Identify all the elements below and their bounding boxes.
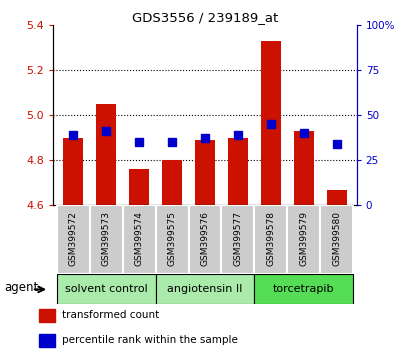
Bar bbox=[96, 104, 116, 205]
Bar bbox=[63, 138, 83, 205]
Text: percentile rank within the sample: percentile rank within the sample bbox=[62, 335, 237, 346]
Text: GSM399574: GSM399574 bbox=[134, 211, 143, 266]
Bar bbox=[162, 160, 182, 205]
Title: GDS3556 / 239189_at: GDS3556 / 239189_at bbox=[132, 11, 277, 24]
Bar bbox=[287, 205, 320, 274]
Bar bbox=[129, 169, 148, 205]
Bar bbox=[227, 138, 247, 205]
Text: GSM399572: GSM399572 bbox=[68, 211, 77, 266]
Bar bbox=[221, 205, 254, 274]
Bar bbox=[254, 205, 287, 274]
Bar bbox=[39, 309, 55, 322]
Bar bbox=[188, 205, 221, 274]
Text: angiotensin II: angiotensin II bbox=[167, 284, 242, 295]
Bar bbox=[326, 189, 346, 205]
Text: GSM399578: GSM399578 bbox=[266, 211, 275, 266]
Text: GSM399579: GSM399579 bbox=[299, 211, 308, 266]
Bar bbox=[89, 205, 122, 274]
Text: GSM399573: GSM399573 bbox=[101, 211, 110, 266]
Text: GSM399577: GSM399577 bbox=[233, 211, 242, 266]
Bar bbox=[56, 205, 89, 274]
Bar bbox=[320, 205, 353, 274]
Text: transformed count: transformed count bbox=[62, 310, 159, 320]
Text: solvent control: solvent control bbox=[65, 284, 147, 295]
Text: GSM399580: GSM399580 bbox=[332, 211, 341, 266]
Bar bbox=[155, 205, 188, 274]
Bar bbox=[155, 274, 254, 304]
Bar bbox=[56, 274, 155, 304]
Bar bbox=[293, 131, 313, 205]
Bar bbox=[122, 205, 155, 274]
Text: GSM399575: GSM399575 bbox=[167, 211, 176, 266]
Bar bbox=[254, 274, 353, 304]
Bar bbox=[195, 140, 214, 205]
Text: GSM399576: GSM399576 bbox=[200, 211, 209, 266]
Bar bbox=[261, 41, 280, 205]
Text: torcetrapib: torcetrapib bbox=[272, 284, 334, 295]
Text: agent: agent bbox=[4, 281, 38, 295]
Bar bbox=[39, 334, 55, 347]
